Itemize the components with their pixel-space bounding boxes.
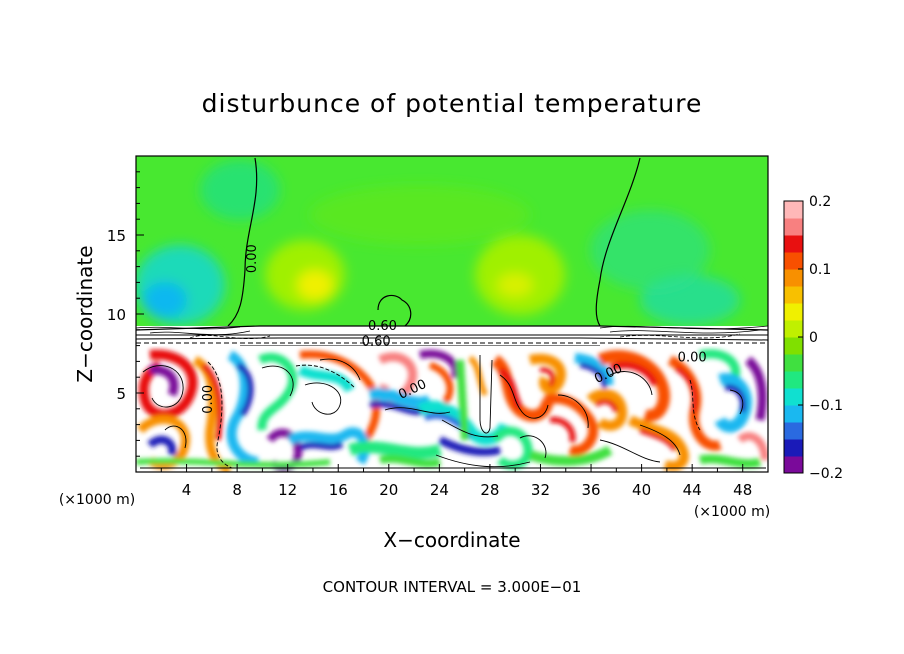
colorbar-tick-label: 0 bbox=[809, 330, 818, 346]
x-unit-left: (×1000 m) bbox=[59, 492, 135, 508]
lower-turbulent-layer bbox=[136, 346, 768, 472]
contour-label: 0.60 bbox=[362, 335, 391, 350]
x-tick-label: 44 bbox=[683, 481, 702, 499]
colorbar-tick-label: 0.1 bbox=[809, 262, 831, 278]
colorbar-tick-label: 0.2 bbox=[809, 194, 831, 210]
colorbar-tick-label: −0.1 bbox=[809, 398, 843, 414]
x-tick-label: 48 bbox=[733, 481, 752, 499]
colorbar-segment bbox=[784, 405, 803, 423]
inversion-band bbox=[136, 325, 768, 348]
x-tick-label: 24 bbox=[430, 481, 449, 499]
x-tick-label: 36 bbox=[581, 481, 600, 499]
colorbar-segment bbox=[784, 371, 803, 389]
upper-layer-anomalies bbox=[136, 160, 740, 325]
colorbar-ticks: 0.2 0.1 0 −0.1 −0.2 bbox=[798, 194, 843, 482]
colorbar-segment bbox=[784, 439, 803, 457]
x-tick-label: 12 bbox=[278, 481, 297, 499]
x-axis: 4 8 12 16 20 24 28 32 36 40 44 48 bbox=[160, 464, 752, 499]
colorbar-segment bbox=[784, 456, 803, 474]
x-unit-right: (×1000 m) bbox=[694, 504, 770, 520]
colorbar-segment bbox=[784, 337, 803, 355]
y-axis: 5 10 15 bbox=[107, 171, 144, 457]
colorbar-segment bbox=[784, 354, 803, 372]
colorbar-segment bbox=[784, 269, 803, 287]
y-tick-label: 5 bbox=[116, 385, 126, 403]
colorbar-segment bbox=[784, 235, 803, 253]
chart-title: disturbunce of potential temperature bbox=[202, 89, 703, 118]
colorbar-segment bbox=[784, 218, 803, 236]
colorbar-segment bbox=[784, 388, 803, 406]
x-tick-label: 32 bbox=[531, 481, 550, 499]
contour-label: 0.00 bbox=[245, 244, 260, 273]
y-tick-label: 10 bbox=[107, 306, 126, 324]
plot-area: 0.000.600.600.000.000.000.00 bbox=[136, 156, 768, 472]
contour-interval-text: CONTOUR INTERVAL = 3.000E−01 bbox=[323, 578, 582, 596]
x-tick-label: 40 bbox=[632, 481, 651, 499]
x-axis-label: X−coordinate bbox=[383, 528, 520, 552]
colorbar-segment bbox=[784, 422, 803, 440]
x-tick-label: 28 bbox=[480, 481, 499, 499]
x-tick-label: 20 bbox=[379, 481, 398, 499]
colorbar-segment bbox=[784, 286, 803, 304]
y-axis-label: Z−coordinate bbox=[73, 245, 97, 382]
colorbar-segment bbox=[784, 252, 803, 270]
contour-label: 0.00 bbox=[678, 350, 707, 365]
colorbar-segment bbox=[784, 303, 803, 321]
colorbar-segment bbox=[784, 201, 803, 219]
x-tick-label: 4 bbox=[182, 481, 192, 499]
colorbar-segment bbox=[784, 320, 803, 338]
colorbar bbox=[784, 201, 803, 474]
y-tick-label: 15 bbox=[107, 227, 126, 245]
contour-label: 0.60 bbox=[368, 319, 397, 334]
x-tick-label: 16 bbox=[329, 481, 348, 499]
upper-layer-contours bbox=[227, 157, 641, 327]
x-tick-label: 8 bbox=[232, 481, 242, 499]
colorbar-tick-label: −0.2 bbox=[809, 466, 843, 482]
contour-label: 0.00 bbox=[201, 385, 216, 414]
